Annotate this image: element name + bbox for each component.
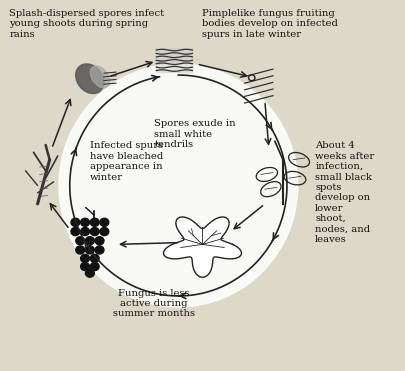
Polygon shape	[164, 217, 241, 277]
Circle shape	[90, 262, 99, 270]
Text: Infected spurs
have bleached
appearance in
winter: Infected spurs have bleached appearance …	[90, 141, 163, 181]
Circle shape	[95, 246, 104, 254]
Circle shape	[85, 237, 94, 245]
Circle shape	[95, 237, 104, 245]
Circle shape	[85, 246, 94, 254]
Circle shape	[76, 246, 85, 254]
Circle shape	[100, 218, 109, 226]
Text: Pimplelike fungus fruiting
bodies develop on infected
spurs in late winter: Pimplelike fungus fruiting bodies develo…	[202, 9, 338, 39]
Circle shape	[71, 227, 80, 236]
Text: Spores exude in
small white
tendrils: Spores exude in small white tendrils	[154, 119, 236, 149]
Circle shape	[100, 227, 109, 236]
Circle shape	[90, 227, 99, 236]
Circle shape	[71, 218, 80, 226]
Text: Splash-dispersed spores infect
young shoots during spring
rains: Splash-dispersed spores infect young sho…	[9, 9, 164, 39]
Circle shape	[81, 218, 90, 226]
Bar	[156, 48, 192, 72]
Text: About 4
weeks after
infection,
small black
spots
develop on
lower
shoot,
nodes, : About 4 weeks after infection, small bla…	[315, 141, 374, 244]
Ellipse shape	[90, 66, 109, 88]
Circle shape	[81, 262, 90, 270]
Ellipse shape	[76, 64, 104, 93]
Circle shape	[90, 255, 99, 262]
Circle shape	[81, 255, 90, 262]
Circle shape	[90, 218, 99, 226]
Circle shape	[76, 237, 85, 245]
Ellipse shape	[59, 64, 298, 307]
Text: Fungus is less
active during
summer months: Fungus is less active during summer mont…	[113, 289, 195, 318]
Circle shape	[81, 227, 90, 236]
Circle shape	[85, 269, 94, 277]
